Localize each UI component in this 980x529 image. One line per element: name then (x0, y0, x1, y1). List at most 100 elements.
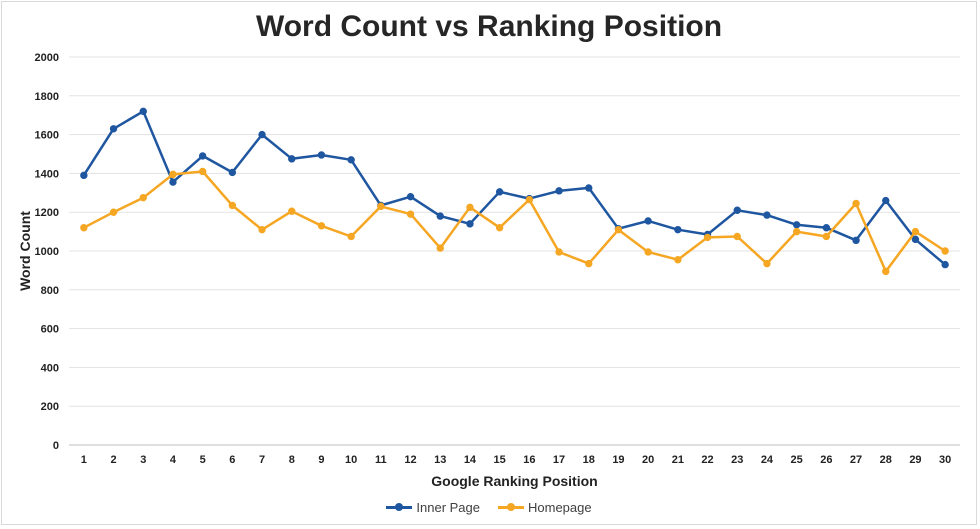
y-tick-label: 200 (41, 401, 59, 413)
data-point (139, 107, 147, 116)
data-point (80, 171, 88, 180)
data-point (882, 267, 890, 276)
data-point (317, 222, 326, 230)
data-point (495, 224, 504, 232)
x-tick-label: 24 (761, 454, 774, 466)
data-point (198, 167, 207, 176)
x-tick-label: 12 (404, 454, 416, 466)
x-tick-label: 30 (939, 454, 951, 466)
data-point (139, 193, 147, 202)
series-homepage (80, 167, 949, 276)
data-point (258, 130, 266, 139)
x-tick-label: 15 (494, 454, 506, 466)
data-point (169, 170, 177, 179)
data-point (109, 125, 118, 133)
x-tick-label: 17 (553, 454, 565, 466)
x-tick-label: 1 (81, 454, 87, 466)
data-point (585, 184, 593, 192)
y-tick-label: 1400 (35, 168, 59, 180)
x-tick-label: 19 (612, 454, 624, 466)
y-tick-label: 800 (41, 285, 59, 297)
series-line (82, 110, 946, 266)
data-point (614, 225, 623, 234)
legend: Inner Page Homepage (2, 500, 976, 515)
data-point (495, 188, 504, 196)
x-tick-label: 18 (583, 454, 595, 466)
data-point (733, 206, 741, 214)
x-tick-label: 7 (259, 454, 265, 466)
data-point (198, 152, 207, 160)
data-point (228, 168, 237, 177)
data-point (347, 156, 355, 164)
data-point (109, 208, 118, 216)
y-tick-label: 1800 (35, 91, 59, 103)
data-point (852, 236, 860, 245)
data-point (466, 203, 474, 212)
x-axis-title: Google Ranking Position (431, 473, 597, 489)
x-tick-label: 13 (434, 454, 446, 466)
series-line (83, 170, 946, 273)
y-tick-label: 2000 (35, 52, 59, 64)
data-point (288, 207, 296, 215)
data-point (347, 232, 355, 241)
x-tick-label: 10 (345, 454, 357, 466)
x-tick-label: 9 (318, 454, 324, 466)
x-tick-label: 4 (170, 454, 177, 466)
data-point (941, 260, 949, 269)
data-point (228, 201, 237, 210)
legend-marker-inner-page (386, 503, 413, 511)
grid-lines (69, 56, 960, 446)
y-tick-label: 1000 (35, 246, 59, 258)
legend-label-inner-page: Inner Page (416, 500, 480, 515)
data-point (406, 210, 415, 218)
data-point (525, 195, 534, 204)
data-point (644, 248, 652, 256)
data-point (585, 259, 593, 268)
x-tick-label: 14 (464, 454, 477, 466)
data-point (80, 224, 88, 232)
data-point (763, 211, 771, 219)
data-point (436, 244, 444, 252)
data-point (911, 227, 920, 236)
data-point (792, 227, 801, 236)
legend-label-homepage: Homepage (528, 500, 592, 515)
x-tick-label: 26 (820, 454, 832, 466)
x-tick-label: 2 (110, 454, 116, 466)
data-point (792, 221, 801, 229)
data-point (555, 248, 563, 256)
x-tick-label: 20 (642, 454, 654, 466)
x-tick-label: 29 (909, 454, 921, 466)
data-point (733, 232, 741, 241)
y-tick-label: 1600 (35, 130, 59, 142)
x-tick-label: 22 (701, 454, 713, 466)
data-point (377, 202, 385, 211)
data-point (258, 225, 266, 234)
data-point (644, 217, 652, 225)
chart-title: Word Count vs Ranking Position (255, 10, 723, 43)
series-lines (80, 107, 949, 276)
x-tick-label: 11 (375, 454, 387, 466)
data-point (288, 155, 296, 163)
x-axis-ticks: 1 2 3 4 5 6 7 8 9 10 11 12 13 14 15 16 17 18 19 20 21 22 23 24 2… (81, 454, 951, 466)
y-tick-label: 1200 (35, 207, 59, 219)
y-tick-label: 600 (41, 324, 59, 336)
data-point (466, 220, 474, 228)
data-point (882, 196, 890, 205)
x-tick-label: 21 (672, 454, 684, 466)
x-tick-label: 23 (731, 454, 743, 466)
data-point (436, 212, 444, 220)
x-tick-label: 3 (140, 454, 146, 466)
data-point (674, 225, 682, 234)
data-point (555, 187, 563, 195)
data-point (941, 247, 949, 255)
x-tick-label: 27 (850, 454, 862, 466)
y-axis-ticks: 0 200 400 600 800 1000 1200 1400 1600 1800 2000 (35, 52, 59, 452)
y-tick-label: 400 (41, 362, 59, 374)
data-point (703, 233, 712, 242)
x-tick-label: 6 (229, 454, 235, 466)
data-point (169, 178, 177, 186)
y-axis-title: Word Count (17, 211, 33, 291)
x-tick-label: 28 (880, 454, 892, 466)
